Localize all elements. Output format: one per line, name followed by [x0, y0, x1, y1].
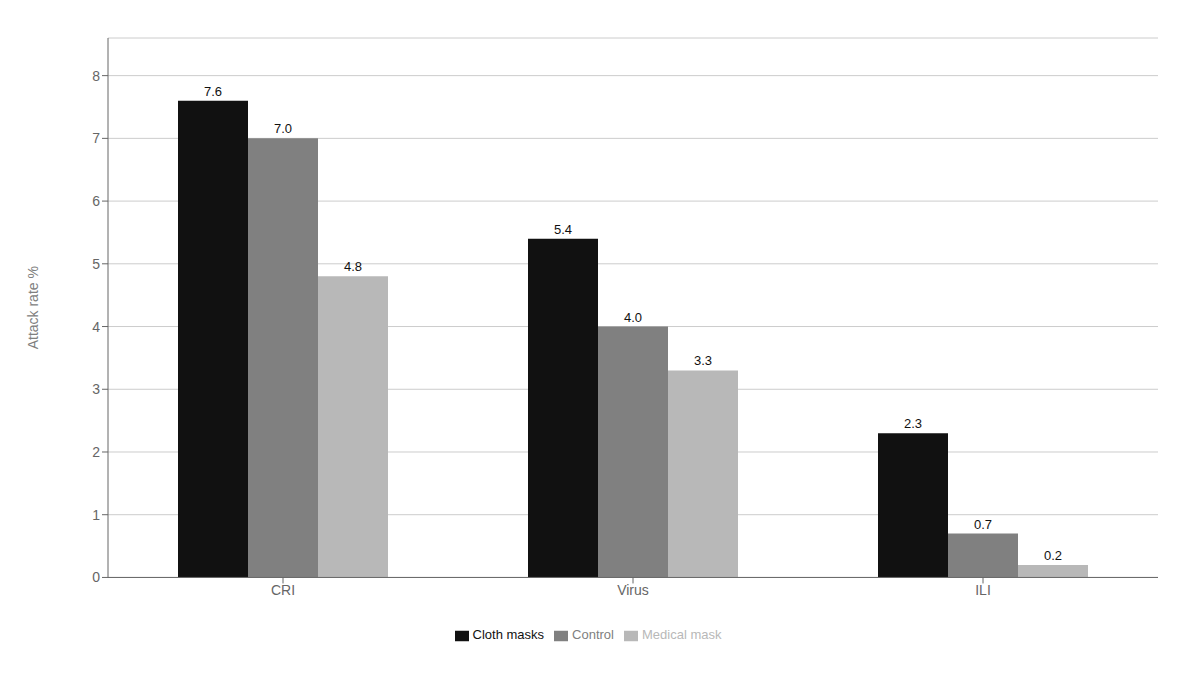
- svg-text:0.7: 0.7: [974, 517, 992, 532]
- svg-text:2.3: 2.3: [904, 416, 922, 431]
- svg-text:8: 8: [92, 68, 100, 84]
- svg-text:7.6: 7.6: [204, 84, 222, 99]
- svg-text:Virus: Virus: [617, 582, 649, 598]
- svg-text:2: 2: [92, 444, 100, 460]
- html-text:Medical mask: Medical mask: [642, 627, 722, 643]
- svg-text:CRI: CRI: [271, 582, 295, 598]
- svg-text:4: 4: [92, 319, 100, 335]
- svg-text:Attack rate %: Attack rate %: [25, 266, 41, 349]
- svg-text:3: 3: [92, 381, 100, 397]
- svg-text:5.4: 5.4: [554, 222, 572, 237]
- svg-text:7.0: 7.0: [274, 121, 292, 136]
- svg-text:4.0: 4.0: [624, 310, 642, 325]
- svg-text:0: 0: [92, 569, 100, 585]
- svg-text:0.2: 0.2: [1044, 548, 1062, 563]
- html-text:Control: Control: [572, 627, 614, 643]
- svg-text:ILI: ILI: [975, 582, 991, 598]
- svg-text:1: 1: [92, 507, 100, 523]
- svg-text:5: 5: [92, 256, 100, 272]
- svg-text:7: 7: [92, 130, 100, 146]
- svg-text:3.3: 3.3: [694, 353, 712, 368]
- html-text:Cloth masks: Cloth masks: [472, 627, 545, 643]
- svg-text:6: 6: [92, 193, 100, 209]
- svg-text:4.8: 4.8: [344, 259, 362, 274]
